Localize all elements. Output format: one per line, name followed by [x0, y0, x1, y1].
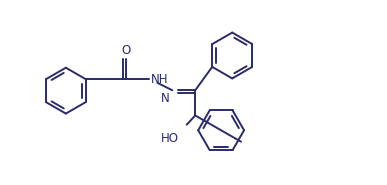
Text: O: O: [122, 44, 131, 57]
Text: NH: NH: [151, 73, 169, 86]
Text: N: N: [161, 92, 170, 105]
Text: HO: HO: [161, 132, 179, 145]
